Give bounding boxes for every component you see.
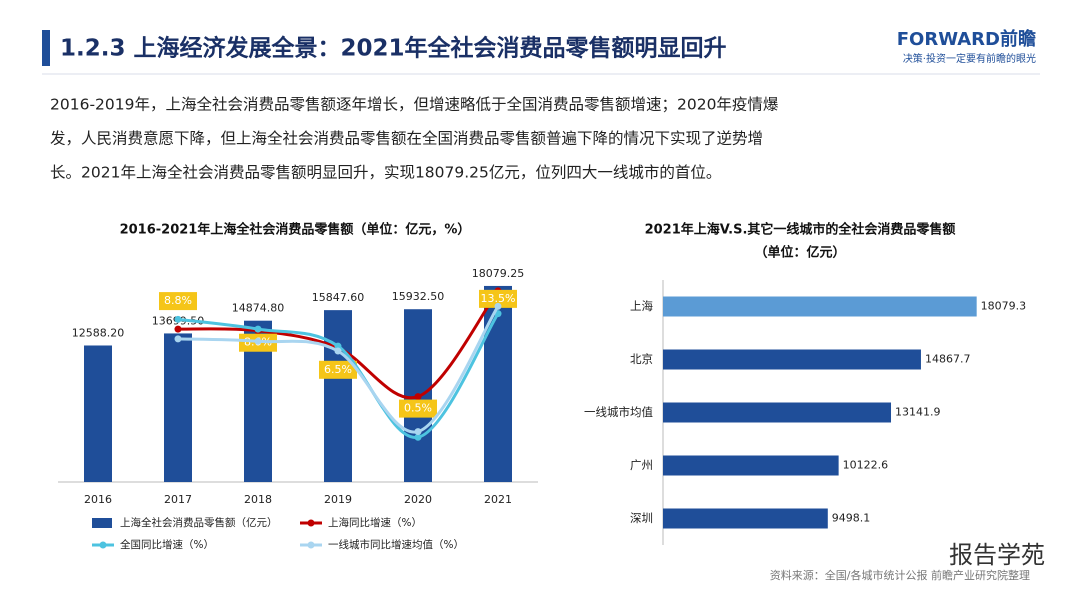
bar-value-label: 18079.3 xyxy=(981,300,1026,313)
chart-title: 2016-2021年上海全社会消费品零售额（单位：亿元，%） xyxy=(120,222,471,238)
bar-value-label: 9498.1 xyxy=(832,512,871,525)
bar-value-label: 13141.9 xyxy=(895,406,941,419)
line-point xyxy=(334,347,342,355)
bar-value-label: 14867.7 xyxy=(925,353,971,366)
line xyxy=(177,305,500,434)
y-tick-label: 上海 xyxy=(630,299,653,313)
legend-label: 全国同比增速（%） xyxy=(120,538,214,551)
y-tick-label: 一线城市均值 xyxy=(584,405,653,419)
x-tick-label: 2019 xyxy=(324,493,352,506)
line-point xyxy=(254,325,262,333)
legend-swatch xyxy=(99,541,107,549)
line-point xyxy=(174,325,182,333)
x-tick-label: 2017 xyxy=(164,493,192,506)
line xyxy=(177,312,500,439)
bar-value-label: 14874.80 xyxy=(232,302,285,315)
legend-label: 上海全社会消费品零售额（亿元） xyxy=(120,516,278,529)
bar-value-label: 18079.25 xyxy=(472,267,525,280)
line-point xyxy=(174,335,182,343)
chart-title: （单位：亿元） xyxy=(754,245,845,261)
bar xyxy=(663,402,892,423)
slogan: 决策·投资一定要有前瞻的眼光 xyxy=(903,52,1036,65)
bar xyxy=(164,333,192,482)
bar-value-label: 15932.50 xyxy=(392,290,445,303)
legend-label: 上海同比增速（%） xyxy=(328,516,422,529)
bar xyxy=(484,285,512,482)
legend-swatch xyxy=(307,519,315,527)
x-tick-label: 2018 xyxy=(244,493,272,506)
y-tick-label: 广州 xyxy=(630,458,653,472)
slide-title: 1.2.3 上海经济发展全景：2021年全社会消费品零售额明显回升 xyxy=(60,35,727,62)
line-point xyxy=(334,342,342,350)
data-label-box xyxy=(159,292,197,311)
line-point xyxy=(414,433,422,441)
line-point xyxy=(174,315,182,323)
line-point xyxy=(414,393,422,401)
data-label: 8.8% xyxy=(164,294,192,307)
data-label: 13.5% xyxy=(481,292,516,305)
paragraph-line: 2016-2019年，上海全社会消费品零售额逐年增长，但增速略低于全国消费品零售… xyxy=(50,95,779,114)
bar xyxy=(663,455,839,476)
bar xyxy=(663,349,921,370)
bar-value-label: 12588.20 xyxy=(72,326,125,339)
source-note: 资料来源：全国/各城市统计公报 前瞻产业研究院整理 xyxy=(770,568,1030,582)
bar xyxy=(84,345,112,482)
legend-swatch xyxy=(307,541,315,549)
watermark: 报告学苑 xyxy=(949,541,1045,569)
paragraph-line: 长。2021年上海全社会消费品零售额明显回升，实现18079.25亿元，位列四大… xyxy=(50,164,721,182)
x-tick-label: 2021 xyxy=(484,493,512,506)
legend-swatch xyxy=(92,518,112,528)
data-label: 6.5% xyxy=(324,363,352,376)
title-accent xyxy=(42,30,50,66)
bar-value-label: 15847.60 xyxy=(312,291,365,304)
bar xyxy=(324,310,352,482)
line-point xyxy=(254,337,262,345)
bar xyxy=(663,296,977,317)
data-label-box xyxy=(399,399,437,418)
legend-label: 一线城市同比增速均值（%） xyxy=(328,538,464,551)
y-tick-label: 北京 xyxy=(630,352,653,366)
paragraph-line: 发，人民消费意愿下降，但上海全社会消费品零售额在全国消费品零售额普遍下降的情况下… xyxy=(50,129,763,148)
bar xyxy=(663,508,828,529)
data-label-box xyxy=(479,289,517,308)
chart-title: 2021年上海V.S.其它一线城市的全社会消费品零售额 xyxy=(645,222,956,238)
x-tick-label: 2020 xyxy=(404,493,432,506)
x-tick-label: 2016 xyxy=(84,493,112,506)
data-label: 0.5% xyxy=(404,402,432,415)
line-point xyxy=(494,302,502,310)
y-tick-label: 深圳 xyxy=(630,511,653,525)
bar-value-label: 10122.6 xyxy=(843,459,889,472)
data-label-box xyxy=(319,360,357,379)
brand: FORWARD前瞻 xyxy=(897,28,1036,50)
line-point xyxy=(414,428,422,436)
